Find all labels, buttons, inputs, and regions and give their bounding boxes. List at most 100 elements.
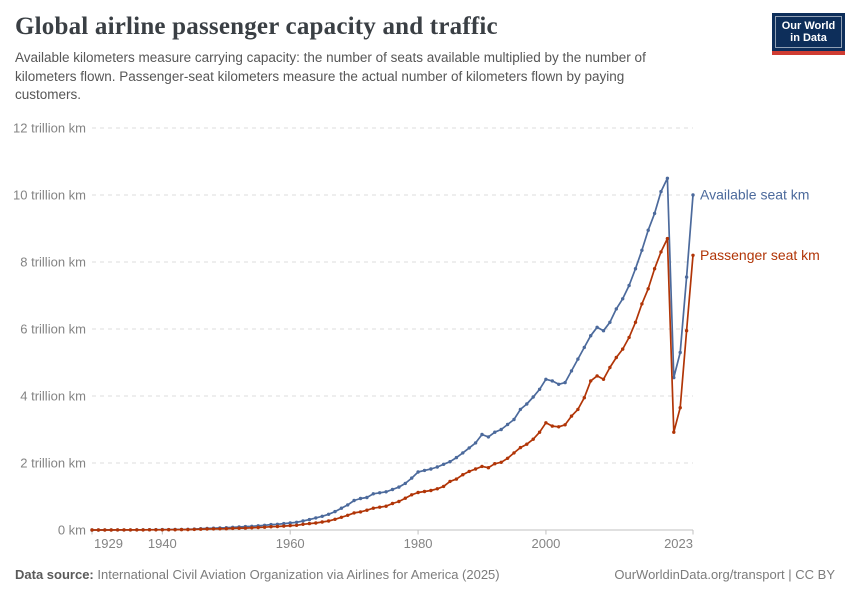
data-point-passenger-seat-km — [595, 374, 599, 378]
data-point-passenger-seat-km — [218, 527, 222, 531]
data-point-available-seat-km — [525, 402, 529, 406]
data-point-passenger-seat-km — [199, 527, 203, 531]
data-source-note: Data source: International Civil Aviatio… — [15, 567, 500, 587]
data-point-passenger-seat-km — [128, 528, 133, 532]
data-point-passenger-seat-km — [294, 523, 299, 527]
data-point-passenger-seat-km — [416, 490, 420, 495]
data-point-passenger-seat-km — [410, 493, 414, 497]
data-point-available-seat-km — [384, 490, 388, 494]
data-point-passenger-seat-km — [352, 511, 356, 515]
data-point-passenger-seat-km — [282, 524, 286, 528]
data-point-passenger-seat-km — [186, 527, 190, 532]
data-point-passenger-seat-km — [135, 528, 139, 532]
data-point-available-seat-km — [410, 476, 414, 480]
x-axis-tick-label: 1940 — [148, 536, 177, 551]
data-point-passenger-seat-km — [346, 513, 350, 517]
data-point-available-seat-km — [467, 446, 471, 450]
data-source-label: Data source: — [15, 567, 94, 582]
data-point-passenger-seat-km — [371, 506, 375, 510]
y-axis-tick-label: 2 trillion km — [20, 456, 86, 471]
data-point-passenger-seat-km — [301, 522, 305, 526]
data-point-passenger-seat-km — [167, 528, 171, 532]
owid-logo-frame: Our World in Data — [775, 16, 842, 48]
data-point-passenger-seat-km — [652, 267, 657, 271]
data-point-available-seat-km — [652, 211, 657, 216]
x-axis-tick-label: 2023 — [664, 536, 693, 551]
data-point-available-seat-km — [358, 496, 363, 501]
series-line-available-seat-km — [92, 177, 694, 531]
data-point-available-seat-km — [582, 345, 586, 350]
data-point-passenger-seat-km — [608, 365, 612, 370]
data-point-available-seat-km — [480, 432, 484, 437]
legend-label-available-seat-km[interactable]: Available seat km — [700, 187, 809, 203]
data-point-available-seat-km — [441, 462, 446, 466]
data-point-available-seat-km — [544, 377, 548, 381]
data-point-available-seat-km — [684, 275, 689, 279]
data-point-passenger-seat-km — [147, 528, 152, 532]
data-point-available-seat-km — [307, 517, 312, 522]
data-point-passenger-seat-km — [678, 406, 682, 410]
y-axis-tick-label: 4 trillion km — [20, 389, 86, 404]
data-point-available-seat-km — [473, 441, 478, 445]
data-point-passenger-seat-km — [231, 526, 235, 531]
data-point-available-seat-km — [640, 248, 644, 252]
data-point-passenger-seat-km — [179, 527, 184, 532]
legend-label-passenger-seat-km[interactable]: Passenger seat km — [700, 247, 820, 263]
data-point-passenger-seat-km — [115, 528, 120, 532]
data-point-passenger-seat-km — [531, 437, 535, 441]
data-point-passenger-seat-km — [435, 487, 439, 491]
data-point-passenger-seat-km — [480, 464, 484, 469]
data-point-passenger-seat-km — [691, 253, 695, 257]
owid-logo[interactable]: Our World in Data — [772, 13, 845, 55]
data-point-passenger-seat-km — [563, 423, 567, 427]
owid-logo-line2: in Data — [790, 32, 827, 44]
data-point-available-seat-km — [422, 468, 427, 473]
y-axis-tick-label: 8 trillion km — [20, 255, 86, 270]
data-point-available-seat-km — [461, 451, 465, 455]
data-point-available-seat-km — [416, 470, 420, 474]
data-point-available-seat-km — [378, 491, 382, 495]
data-point-passenger-seat-km — [486, 466, 491, 470]
data-point-available-seat-km — [505, 422, 510, 427]
data-point-passenger-seat-km — [646, 287, 650, 291]
data-point-available-seat-km — [403, 481, 407, 486]
data-point-passenger-seat-km — [665, 236, 670, 241]
data-point-passenger-seat-km — [160, 528, 164, 532]
data-point-passenger-seat-km — [256, 525, 260, 530]
license-text: CC BY — [795, 567, 835, 582]
data-point-passenger-seat-km — [358, 510, 363, 514]
data-point-available-seat-km — [282, 521, 286, 526]
data-point-passenger-seat-km — [672, 430, 676, 434]
data-point-available-seat-km — [493, 430, 497, 434]
series-line-passenger-seat-km — [92, 237, 694, 531]
data-point-passenger-seat-km — [250, 526, 254, 530]
data-point-available-seat-km — [563, 380, 567, 385]
data-point-available-seat-km — [614, 307, 618, 311]
data-point-passenger-seat-km — [365, 508, 369, 512]
data-point-available-seat-km — [365, 495, 369, 500]
data-point-available-seat-km — [390, 487, 395, 492]
data-point-available-seat-km — [665, 176, 670, 180]
data-point-passenger-seat-km — [601, 377, 606, 381]
data-point-passenger-seat-km — [576, 407, 580, 412]
owid-link[interactable]: OurWorldinData.org/transport — [614, 567, 785, 582]
data-point-available-seat-km — [557, 382, 561, 386]
owid-logo-red-bar — [772, 51, 845, 55]
data-point-available-seat-km — [435, 465, 439, 469]
data-point-passenger-seat-km — [262, 525, 267, 529]
data-point-passenger-seat-km — [326, 519, 331, 523]
data-point-passenger-seat-km — [544, 421, 548, 425]
data-point-passenger-seat-km — [384, 504, 388, 508]
data-point-passenger-seat-km — [621, 347, 625, 351]
chart-footer: Data source: International Civil Aviatio… — [15, 567, 835, 587]
data-point-available-seat-km — [589, 334, 593, 338]
data-point-passenger-seat-km — [237, 526, 241, 530]
data-point-available-seat-km — [621, 297, 625, 301]
data-point-passenger-seat-km — [205, 527, 209, 531]
data-point-available-seat-km — [333, 509, 337, 514]
data-point-passenger-seat-km — [505, 456, 510, 460]
data-point-available-seat-km — [601, 329, 606, 333]
data-point-available-seat-km — [320, 514, 324, 518]
data-point-passenger-seat-km — [275, 524, 280, 529]
